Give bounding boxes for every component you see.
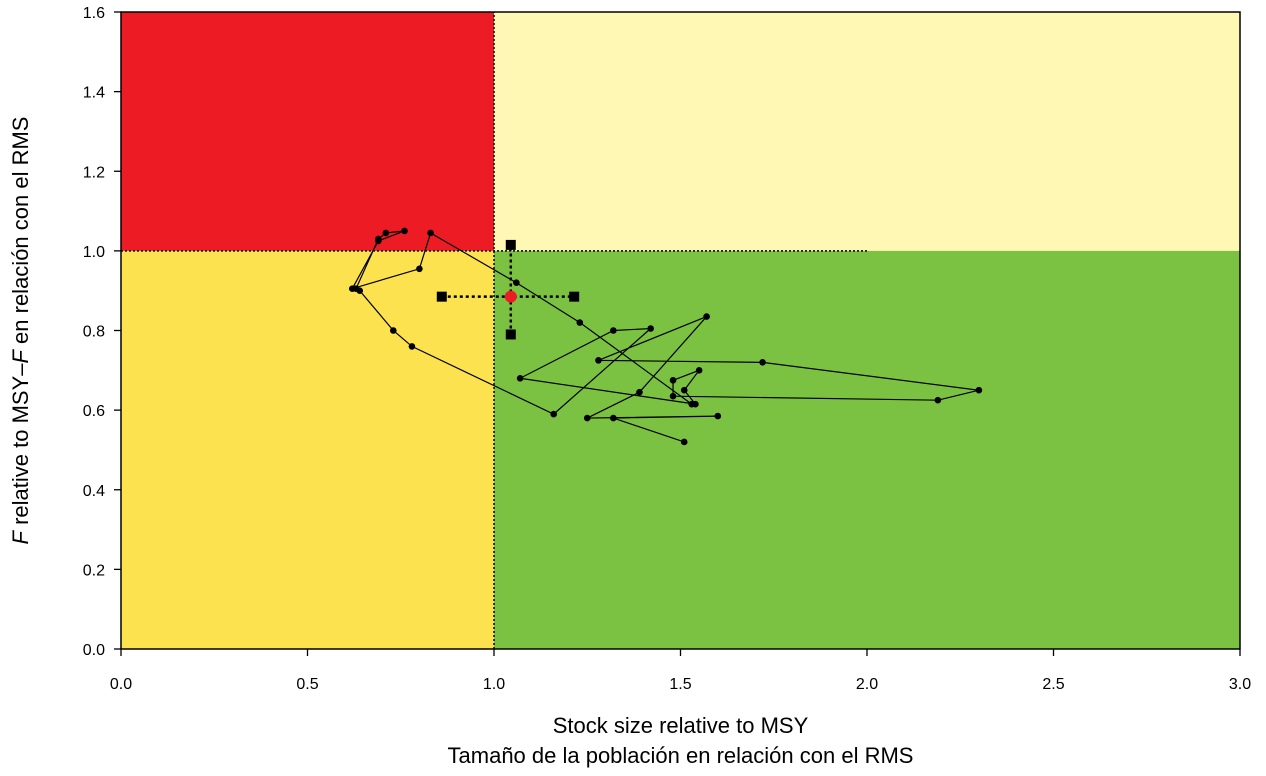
trajectory-point-25	[382, 229, 390, 237]
y-tick-label: 1.0	[83, 244, 105, 261]
y-tick-label: 0.4	[83, 483, 105, 500]
trajectory-point-27	[375, 237, 382, 245]
trajectory-point-6	[703, 313, 710, 320]
x-axis-title-spanish: Tamaño de la población en relación con e…	[448, 743, 914, 768]
trajectory-point-7	[595, 357, 602, 364]
trajectory-point-18	[647, 325, 654, 332]
trajectory-point-8	[759, 359, 766, 366]
x-axis: 0.0 0.5 1.0 1.5 2.0 2.5 3.0	[110, 649, 1251, 693]
trajectory-point-11	[669, 392, 677, 400]
trajectory-point-26	[401, 227, 408, 235]
reference-lines	[121, 12, 867, 649]
trajectory-point-9	[975, 386, 983, 394]
x-tick-label: 0.5	[296, 676, 318, 693]
trajectory-point-29	[416, 265, 423, 273]
quadrant-not-overfished-no-overfishing	[494, 250, 1240, 649]
trajectory-point-10	[934, 396, 942, 404]
ci-bottom-marker	[505, 329, 516, 340]
ci-right-marker	[569, 291, 580, 302]
current-estimate-point	[504, 290, 517, 303]
trajectory-point-14	[680, 386, 688, 394]
trajectory-point-20	[408, 343, 416, 350]
current-estimate	[504, 290, 517, 303]
ci-left-marker	[436, 291, 447, 302]
y-tick-label: 1.2	[83, 164, 105, 181]
trajectory-point-5	[636, 388, 643, 396]
y-tick-label: 0.2	[83, 562, 105, 579]
trajectory-point-16	[516, 374, 524, 382]
quadrant-overfished-overfishing	[121, 12, 494, 251]
x-tick-label: 2.0	[856, 676, 878, 693]
x-tick-label: 3.0	[1229, 676, 1251, 693]
trajectory-point-28	[348, 285, 356, 292]
trajectory-point-33	[688, 400, 695, 408]
y-tick-label: 1.6	[83, 5, 105, 22]
trajectory-point-13	[695, 367, 703, 374]
quadrant-overfished-no-overfishing	[121, 250, 494, 649]
y-axis-title: F relative to MSY–F en relación con el R…	[8, 117, 33, 545]
trajectory-point-3	[714, 412, 722, 420]
y-axis-title-part-2: relative to MSY–	[8, 363, 33, 531]
quadrant-backgrounds	[121, 12, 1240, 649]
x-tick-label: 1.0	[483, 676, 505, 693]
x-tick-label: 2.5	[1042, 676, 1064, 693]
trajectory-point-21	[389, 327, 397, 334]
x-tick-label: 1.5	[669, 676, 691, 693]
trajectory-point-4	[583, 414, 591, 422]
trajectory-point-17	[610, 327, 617, 334]
ci-top-marker	[505, 239, 516, 250]
y-tick-label: 0.6	[83, 403, 105, 420]
y-axis-title-part-4: en relación con el RMS	[8, 117, 33, 351]
trajectory-point-31	[513, 279, 520, 287]
trajectory-point-1	[680, 438, 688, 446]
x-axis-title-english: Stock size relative to MSY	[553, 713, 809, 738]
trajectory-point-2	[610, 414, 617, 422]
trajectory-point-32	[576, 319, 584, 326]
y-axis: 0.0 0.2 0.4 0.6 0.8 1.0 1.2 1.4 1.6	[83, 5, 121, 659]
y-axis-title-part-1: F	[8, 529, 33, 544]
y-tick-label: 0.8	[83, 324, 105, 341]
x-tick-label: 0.0	[110, 676, 132, 693]
y-tick-label: 1.4	[83, 85, 105, 102]
y-tick-label: 0.0	[83, 642, 105, 659]
trajectory-point-12	[669, 376, 677, 384]
y-axis-title-part-3: F	[8, 349, 33, 364]
quadrant-not-overfished-overfishing	[494, 12, 1240, 251]
trajectory-series	[348, 227, 983, 446]
trajectory-point-19	[550, 410, 557, 418]
trajectory-point-30	[427, 229, 434, 237]
